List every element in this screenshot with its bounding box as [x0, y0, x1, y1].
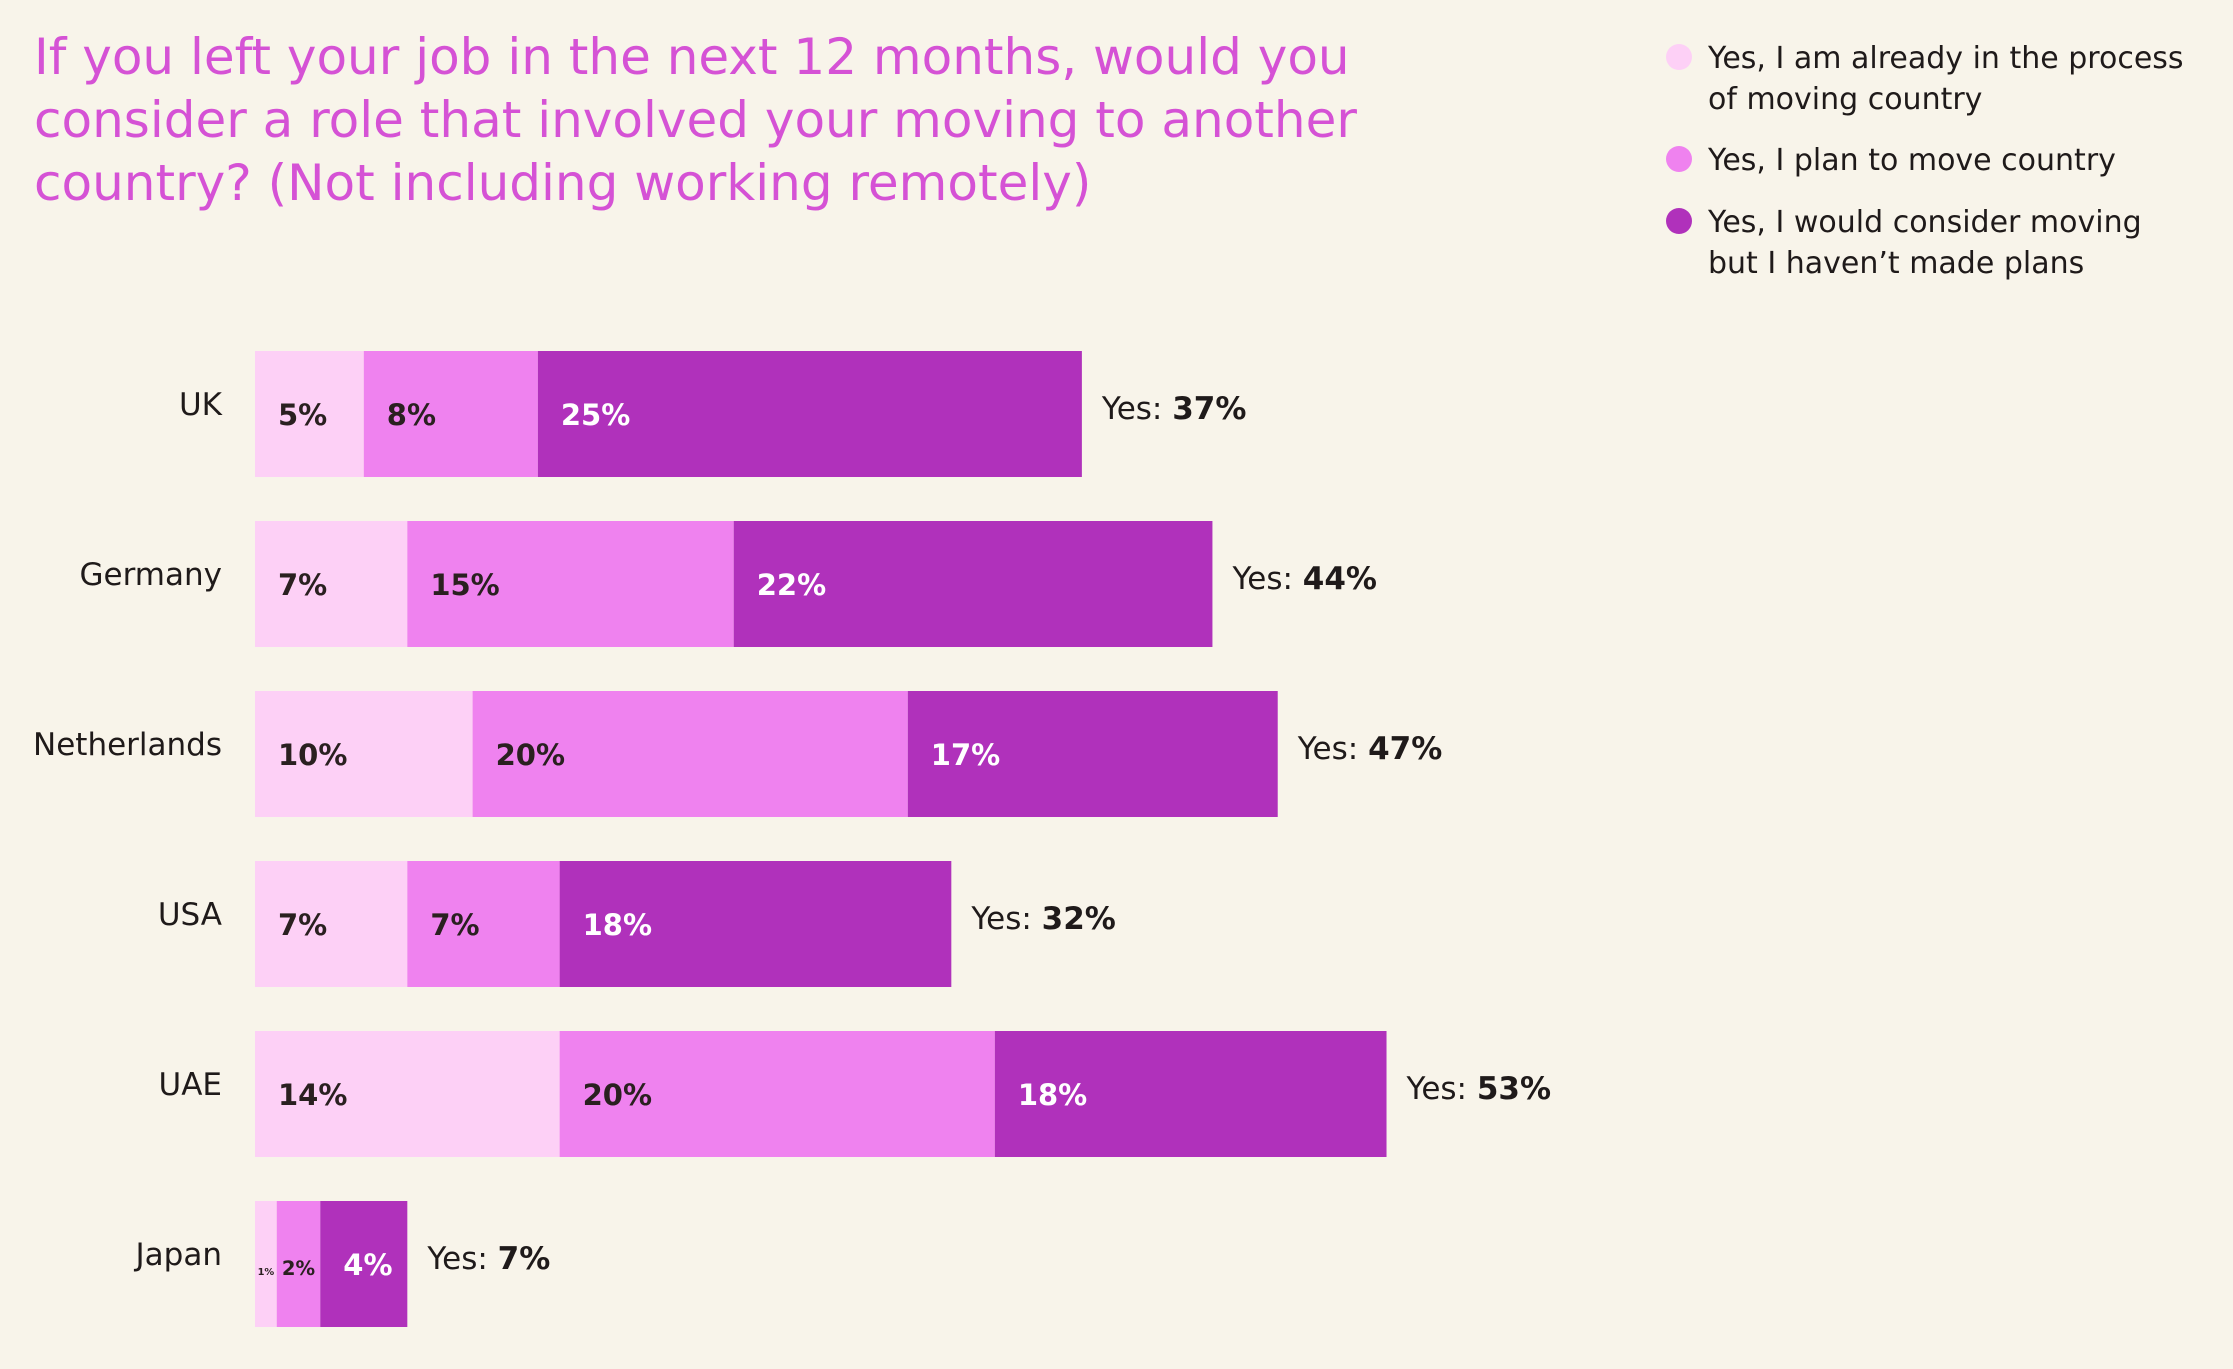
legend-swatch [1666, 44, 1692, 70]
total-label: Yes: 53% [1406, 1071, 1552, 1107]
category-label: UAE [159, 1067, 222, 1103]
bar-row: UAE 14% 20% 18% Yes: 53% [159, 1031, 1552, 1157]
bar-value-label: 14% [278, 1078, 347, 1112]
bar-segment [559, 861, 952, 987]
bar-segment [255, 521, 408, 647]
bar-value-label: 4% [343, 1248, 392, 1282]
bar-segment [472, 691, 908, 817]
bar-row: Netherlands 10% 20% 17% Yes: 47% [33, 691, 1442, 817]
legend-item: Yes, I am already in the process of movin… [1666, 41, 2184, 117]
bar-value-label: 17% [931, 738, 1000, 772]
bar-value-label: 18% [1018, 1078, 1087, 1112]
bar-value-label: 10% [278, 738, 347, 772]
title-line: If you left your job in the next 12 mont… [34, 28, 1350, 86]
category-label: USA [158, 897, 222, 933]
title-line: country? (Not including working remotely… [34, 154, 1091, 212]
total-label: Yes: 32% [970, 901, 1116, 937]
bar-value-label: 8% [387, 398, 436, 432]
bar-segment [559, 1031, 995, 1157]
legend-label: Yes, I am already in the process [1707, 41, 2184, 76]
bar-segment [255, 691, 473, 817]
bar-segment [276, 1201, 321, 1327]
category-label: Germany [80, 557, 222, 593]
bar-segment [255, 1201, 277, 1327]
bar-value-label: 20% [496, 738, 565, 772]
bar-row: Germany 7% 15% 22% Yes: 44% [80, 521, 1377, 647]
plot-area: UK 5% 8% 25% Yes: 37% Germany 7% 15% 22% Yes: 44%… [33, 351, 1551, 1327]
bar-value-label: 20% [583, 1078, 652, 1112]
bar-value-label: 7% [430, 908, 479, 942]
bar-value-label: 7% [278, 568, 327, 602]
legend-swatch [1666, 146, 1692, 172]
legend-label: of moving country [1708, 82, 1982, 117]
total-label: Yes: 44% [1231, 561, 1377, 597]
legend-label: Yes, I would consider moving [1707, 205, 2142, 240]
legend-item: Yes, I plan to move country [1666, 143, 2116, 178]
bar-row: Japan 1% 2% 4% Yes: 7% [134, 1201, 550, 1327]
total-label: Yes: 37% [1101, 391, 1247, 427]
bar-segment [733, 521, 1213, 647]
category-label: Japan [134, 1237, 222, 1273]
bar-segment [255, 1031, 560, 1157]
legend-item: Yes, I would consider moving but I haven’… [1666, 205, 2142, 281]
bar-row: UK 5% 8% 25% Yes: 37% [179, 351, 1246, 477]
bar-value-label: 1% [258, 1267, 275, 1278]
title-line: consider a role that involved your movin… [34, 91, 1357, 149]
bar-row: USA 7% 7% 18% Yes: 32% [158, 861, 1116, 987]
bar-value-label: 22% [757, 568, 826, 602]
category-label: UK [179, 387, 223, 423]
bar-segment [320, 1201, 408, 1327]
chart-title: If you left your job in the next 12 mont… [34, 28, 1357, 212]
legend: Yes, I am already in the process of movin… [1666, 41, 2184, 281]
bar-segment [363, 351, 538, 477]
bar-segment [407, 521, 734, 647]
legend-swatch [1666, 208, 1692, 234]
bar-segment [994, 1031, 1387, 1157]
bar-segment [407, 861, 560, 987]
legend-label: but I haven’t made plans [1708, 246, 2084, 281]
bar-value-label: 15% [430, 568, 499, 602]
bar-segment [255, 351, 364, 477]
bar-value-label: 18% [583, 908, 652, 942]
bar-segment [255, 861, 408, 987]
bar-value-label: 7% [278, 908, 327, 942]
bar-value-label: 25% [561, 398, 630, 432]
legend-label: Yes, I plan to move country [1707, 143, 2116, 178]
bar-segment [537, 351, 1082, 477]
bar-value-label: 2% [282, 1257, 315, 1280]
total-label: Yes: 7% [426, 1241, 550, 1277]
total-label: Yes: 47% [1297, 731, 1443, 767]
bar-value-label: 5% [278, 398, 327, 432]
category-label: Netherlands [33, 727, 222, 763]
bar-segment [907, 691, 1278, 817]
